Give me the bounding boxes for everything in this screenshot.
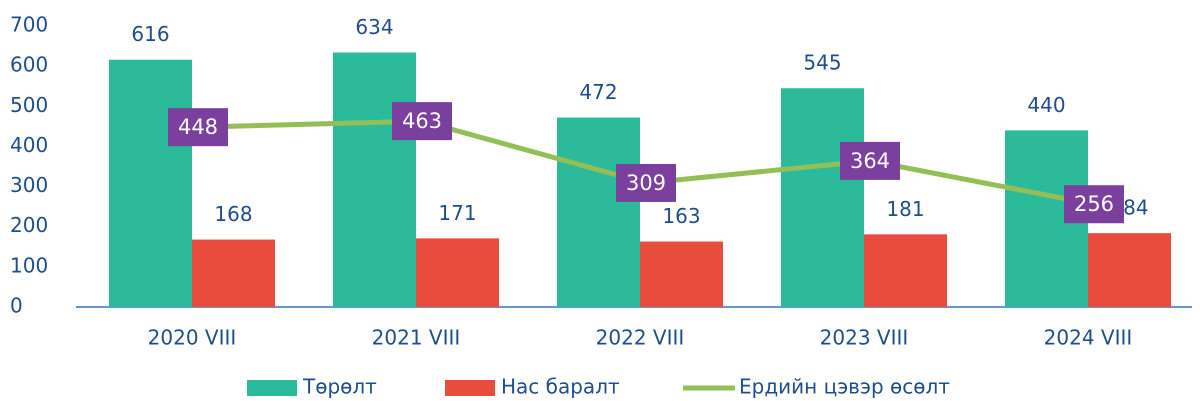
point-label: 463 — [402, 109, 442, 133]
y-tick-label: 0 — [10, 294, 23, 318]
bar — [781, 88, 864, 307]
bar-value-label: 472 — [579, 80, 617, 104]
point-label: 364 — [850, 149, 890, 173]
point-label-box — [616, 163, 676, 202]
bar — [416, 238, 499, 307]
y-tick-label: 100 — [10, 253, 48, 277]
bar-value-label: 171 — [438, 201, 476, 225]
y-tick-label: 300 — [10, 173, 48, 197]
point-label: 256 — [1074, 192, 1114, 216]
bar-value-label: 181 — [886, 197, 924, 221]
bar — [109, 59, 192, 307]
bar — [557, 117, 640, 307]
point-label: 309 — [626, 171, 666, 195]
x-tick-label: 2023 VIII — [820, 326, 909, 350]
y-tick-label: 400 — [10, 133, 48, 157]
bar-value-label: 634 — [355, 15, 393, 39]
bar — [864, 234, 947, 307]
y-tick-label: 200 — [10, 213, 48, 237]
x-tick-label: 2022 VIII — [596, 326, 685, 350]
bar-value-label: 163 — [662, 204, 700, 228]
legend-swatch — [247, 380, 297, 396]
legend-swatch — [445, 380, 495, 396]
bar-value-label: 440 — [1027, 93, 1065, 117]
y-tick-label: 600 — [10, 53, 48, 77]
point-label-box — [392, 102, 452, 141]
legend-label: Нас баралт — [501, 375, 620, 399]
y-tick-label: 700 — [10, 13, 48, 37]
x-tick-label: 2021 VIII — [372, 326, 461, 350]
point-label-box — [1064, 185, 1124, 224]
point-label: 448 — [178, 115, 218, 139]
legend-label: Төрөлт — [302, 375, 377, 399]
bar — [333, 52, 416, 307]
x-tick-label: 2024 VIII — [1044, 326, 1133, 350]
bar — [192, 239, 275, 307]
legend-label: Ердийн цэвэр өсөлт — [739, 375, 950, 399]
x-tick-label: 2020 VIII — [148, 326, 237, 350]
point-label-box — [840, 141, 900, 180]
bar — [1088, 233, 1171, 307]
point-label-box — [168, 108, 228, 147]
bar — [640, 241, 723, 307]
bar-value-label: 168 — [214, 202, 252, 226]
bar-value-label: 616 — [131, 22, 169, 46]
y-tick-label: 500 — [10, 93, 48, 117]
bar-value-label: 545 — [803, 51, 841, 75]
